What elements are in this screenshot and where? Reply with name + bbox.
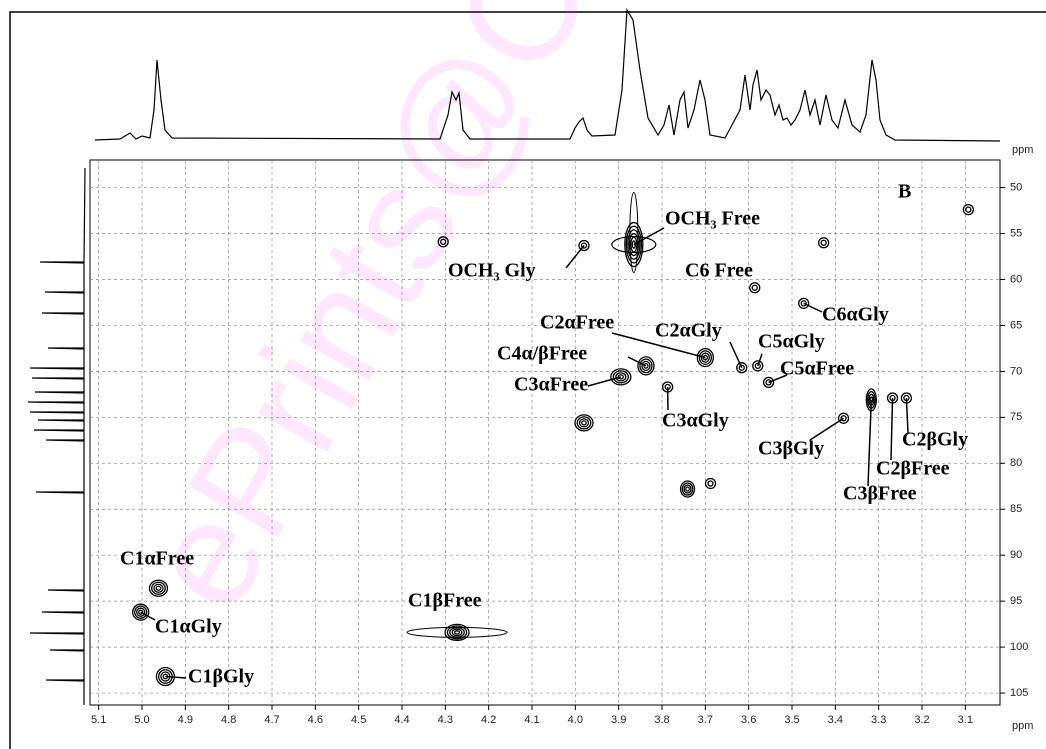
y-unit: ppm xyxy=(1012,144,1033,156)
peak-label: C5αFree xyxy=(780,358,854,380)
y-tick-label: 70 xyxy=(1010,365,1022,377)
x-tick-label: 3.1 xyxy=(958,714,973,726)
peak-label: C3βGly xyxy=(758,438,824,460)
chart: ePrints@CF ppm ppm B 5.15.04.94.84.74.64… xyxy=(0,0,1046,749)
x-tick-label: 4.5 xyxy=(351,714,366,726)
y-tick-label: 75 xyxy=(1010,411,1022,423)
y-tick-label: 55 xyxy=(1010,227,1022,239)
y-tick-label: 105 xyxy=(1010,687,1028,699)
x-tick-label: 3.6 xyxy=(741,714,756,726)
x-tick-label: 3.4 xyxy=(828,714,843,726)
y-tick-label: 95 xyxy=(1010,595,1022,607)
x-tick-label: 4.0 xyxy=(568,714,583,726)
x-tick-label: 4.6 xyxy=(308,714,323,726)
x-tick-label: 4.8 xyxy=(221,714,236,726)
peak-label: C2βGly xyxy=(902,429,968,451)
x-tick-label: 4.1 xyxy=(524,714,539,726)
peak-label: C2αFree xyxy=(540,312,614,334)
y-tick-label: 90 xyxy=(1010,549,1022,561)
x-unit: ppm xyxy=(1012,720,1033,732)
y-tick-label: 60 xyxy=(1010,273,1022,285)
panel-label: B xyxy=(898,181,911,203)
x-tick-label: 3.5 xyxy=(784,714,799,726)
x-tick-label: 3.2 xyxy=(914,714,929,726)
x-tick-label: 4.4 xyxy=(394,714,409,726)
peak-label: C4α/βFree xyxy=(497,343,587,365)
x-tick-label: 3.9 xyxy=(611,714,626,726)
peak-label: C3αGly xyxy=(662,410,729,432)
y-tick-label: 50 xyxy=(1010,181,1022,193)
x-tick-label: 4.7 xyxy=(264,714,279,726)
x-tick-label: 3.8 xyxy=(654,714,669,726)
x-tick-label: 4.2 xyxy=(481,714,496,726)
y-tick-label: 100 xyxy=(1010,641,1028,653)
peak-label: C3αFree xyxy=(514,374,588,396)
peak-label: C1αGly xyxy=(155,616,222,638)
peak-label: C1βFree xyxy=(408,590,482,612)
peak-label: OCH₃ Free xyxy=(665,208,760,230)
peak-label: C1αFree xyxy=(120,548,194,570)
peak-label: C3βFree xyxy=(843,483,917,505)
y-tick-label: 80 xyxy=(1010,457,1022,469)
peak-label: C6αGly xyxy=(822,304,889,326)
peak-label: OCH₃ Gly xyxy=(448,260,536,282)
peak-label: C5αGly xyxy=(758,331,825,353)
peak-label: C2αGly xyxy=(655,320,722,342)
y-tick-label: 85 xyxy=(1010,503,1022,515)
y-tick-label: 65 xyxy=(1010,319,1022,331)
x-tick-label: 4.3 xyxy=(438,714,453,726)
peak-label: C1βGly xyxy=(188,666,254,688)
peak-label: C2βFree xyxy=(876,458,950,480)
x-tick-label: 5.0 xyxy=(134,714,149,726)
peak-label: C6 Free xyxy=(685,260,753,282)
x-tick-label: 3.3 xyxy=(871,714,886,726)
x-tick-label: 4.9 xyxy=(178,714,193,726)
x-tick-label: 3.7 xyxy=(698,714,713,726)
x-tick-label: 5.1 xyxy=(91,714,106,726)
